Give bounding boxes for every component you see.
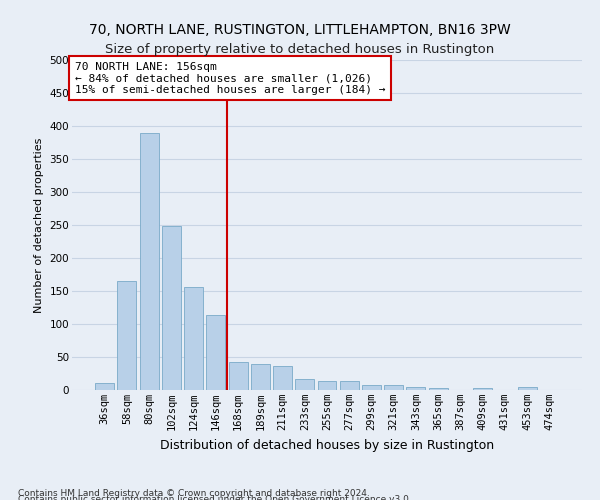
X-axis label: Distribution of detached houses by size in Rustington: Distribution of detached houses by size … (160, 438, 494, 452)
Bar (473, 388, 492, 390)
Bar (384, 386, 403, 390)
Bar (340, 382, 359, 390)
Text: 70, NORTH LANE, RUSTINGTON, LITTLEHAMPTON, BN16 3PW: 70, NORTH LANE, RUSTINGTON, LITTLEHAMPTO… (89, 22, 511, 36)
Bar (518, 388, 536, 390)
Bar (206, 316, 225, 390)
Bar (295, 379, 314, 390)
Bar (251, 364, 270, 390)
Bar (140, 132, 158, 390)
Bar (317, 381, 337, 390)
Bar (406, 386, 425, 390)
Bar (118, 281, 136, 390)
Text: 70 NORTH LANE: 156sqm
← 84% of detached houses are smaller (1,026)
15% of semi-d: 70 NORTH LANE: 156sqm ← 84% of detached … (74, 62, 385, 95)
Text: Contains HM Land Registry data © Crown copyright and database right 2024.: Contains HM Land Registry data © Crown c… (18, 488, 370, 498)
Bar (362, 384, 381, 390)
Y-axis label: Number of detached properties: Number of detached properties (34, 138, 44, 312)
Bar (273, 366, 292, 390)
Bar (429, 388, 448, 390)
Text: Contains public sector information licensed under the Open Government Licence v3: Contains public sector information licen… (18, 495, 412, 500)
Bar (95, 384, 114, 390)
Bar (229, 362, 248, 390)
Text: Size of property relative to detached houses in Rustington: Size of property relative to detached ho… (106, 42, 494, 56)
Bar (184, 287, 203, 390)
Bar (162, 226, 181, 390)
